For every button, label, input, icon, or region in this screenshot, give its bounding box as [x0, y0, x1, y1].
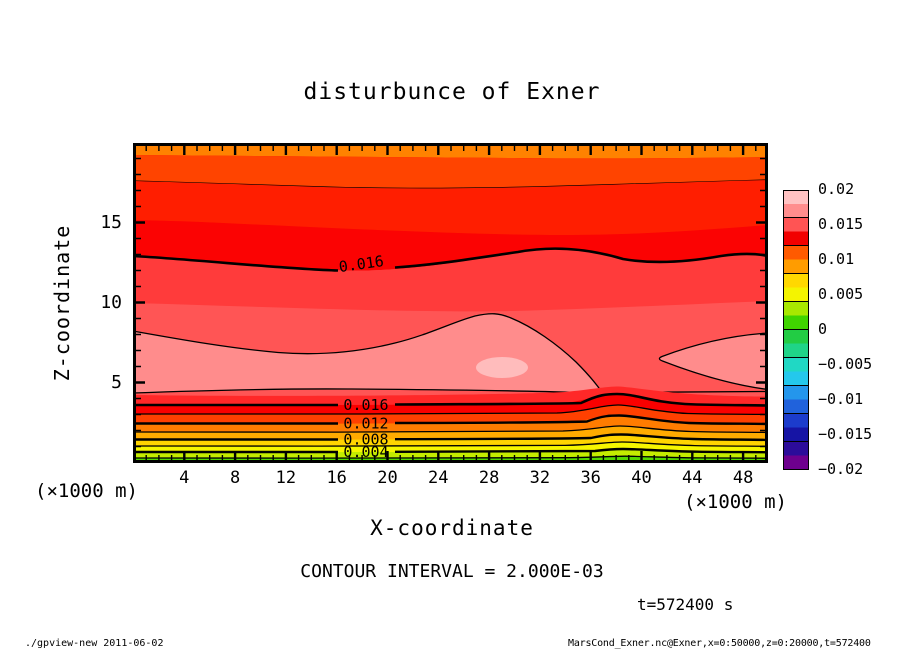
- band-016-017-shade: [133, 248, 768, 312]
- colorbar-box: [783, 386, 809, 414]
- colorbar-box: [783, 218, 809, 246]
- contour-line-0016-lower: [133, 392, 768, 407]
- colorbar-box: [783, 358, 809, 386]
- y-tick-label: 5: [111, 371, 122, 393]
- tick-path: [136, 146, 765, 460]
- colorbar-tick-label: 0.015: [818, 215, 864, 233]
- x-axis-unit: (×1000 m): [684, 491, 787, 513]
- contour-line-0016-upper: [133, 247, 768, 272]
- colorbar-tick-label: 0.01: [818, 250, 855, 268]
- contour-label-0012: 0.012: [343, 415, 388, 433]
- x-tick-label: 32: [529, 468, 551, 488]
- contour-line-0014-lower: [133, 404, 768, 416]
- x-tick-label: 36: [580, 468, 601, 488]
- plot-border: [133, 143, 768, 463]
- x-tick-label: 48: [732, 468, 754, 488]
- colorbar-box: [783, 302, 809, 330]
- colorbar-tick-label: 0.02: [818, 180, 855, 198]
- colorbar-tick-label: 0.005: [818, 285, 864, 303]
- contour-label-0016: 0.016: [343, 396, 388, 414]
- colorbar-box: [783, 246, 809, 274]
- axis-ticks-minor: [136, 146, 765, 460]
- band-014-015: [133, 180, 768, 235]
- contour-line-0004: [133, 447, 768, 454]
- x-tick-label: 44: [682, 468, 703, 488]
- colorbar-box: [783, 274, 809, 302]
- contour-interval-note: CONTOUR INTERVAL = 2.000E-03: [300, 561, 604, 582]
- colorbar-tick-label: −0.005: [818, 355, 873, 373]
- contour-line-0002: [133, 455, 768, 459]
- x-axis-title: X-coordinate: [370, 516, 534, 540]
- x-tick-label: 40: [631, 468, 652, 488]
- y-tick-label: 10: [100, 291, 122, 313]
- local-max-blob: [476, 357, 528, 378]
- contour-plot: 0.016 0.016 0.012 0.008 0.004: [133, 143, 768, 463]
- axis-ticks-major: [136, 146, 765, 460]
- x-tick-label: 28: [478, 468, 500, 488]
- colorbar-tick-label: −0.01: [818, 390, 864, 408]
- colorbar-box: [783, 414, 809, 442]
- colorbar-box: [783, 190, 809, 218]
- x-tick-label: 8: [229, 468, 241, 488]
- y-tick-label: 15: [100, 211, 122, 233]
- footer-command: ./gpview-new 2011-06-02: [25, 638, 164, 649]
- tick-path: [136, 146, 765, 460]
- colorbar-box: [783, 442, 809, 470]
- plot-title: disturbunce of Exner: [303, 79, 601, 105]
- time-label: t=572400 s: [637, 595, 734, 614]
- footer-datasource: MarsCond_Exner.nc@Exner,x=0:50000,z=0:20…: [568, 638, 871, 649]
- x-tick-label: 12: [275, 468, 297, 488]
- pink-region-right: [658, 332, 768, 391]
- contour-label-0004: 0.004: [343, 443, 388, 461]
- x-tick-label: 4: [179, 468, 190, 488]
- colorbar-tick-label: −0.015: [818, 425, 873, 443]
- contour-label-0008: 0.008: [343, 431, 388, 449]
- contour-line-0012: [133, 414, 768, 426]
- x-tick-label: 16: [326, 468, 347, 488]
- x-tick-label: 24: [428, 468, 449, 488]
- y-axis-unit: (×1000 m): [35, 480, 138, 502]
- colorbar: [783, 190, 809, 470]
- x-tick-label: 20: [377, 468, 398, 488]
- band-012-014: [133, 155, 768, 189]
- colorbar-tick-label: −0.02: [818, 460, 864, 478]
- colorbar-box: [783, 330, 809, 358]
- colorbar-tick-label: 0: [818, 320, 828, 338]
- contour-line-0006: [133, 441, 768, 447]
- contour-line-0008: [133, 433, 768, 442]
- contour-line-0010: [133, 425, 768, 434]
